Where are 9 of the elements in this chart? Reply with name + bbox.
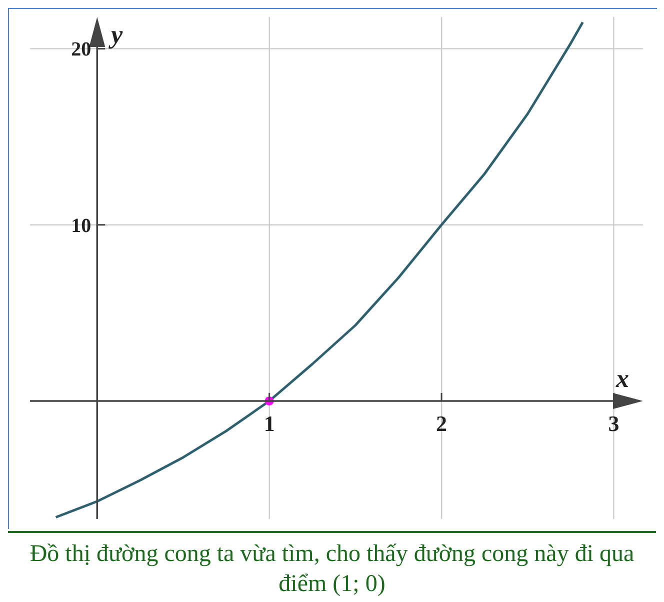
y-tick-label: 10 xyxy=(71,214,92,237)
line-series xyxy=(54,21,584,518)
x-tick-label: 2 xyxy=(436,410,448,436)
text: Đồ thị đường cong ta vừa tìm, cho thấy đường cong này đi qua điểm (1; 0) xyxy=(28,540,636,599)
y-tick-label: 20 xyxy=(71,38,92,61)
x-tick-label: 1 xyxy=(264,410,275,436)
x-tick-label: 3 xyxy=(608,410,620,436)
y-axis-title: y xyxy=(108,20,124,49)
x-axis-title: x xyxy=(615,364,629,393)
